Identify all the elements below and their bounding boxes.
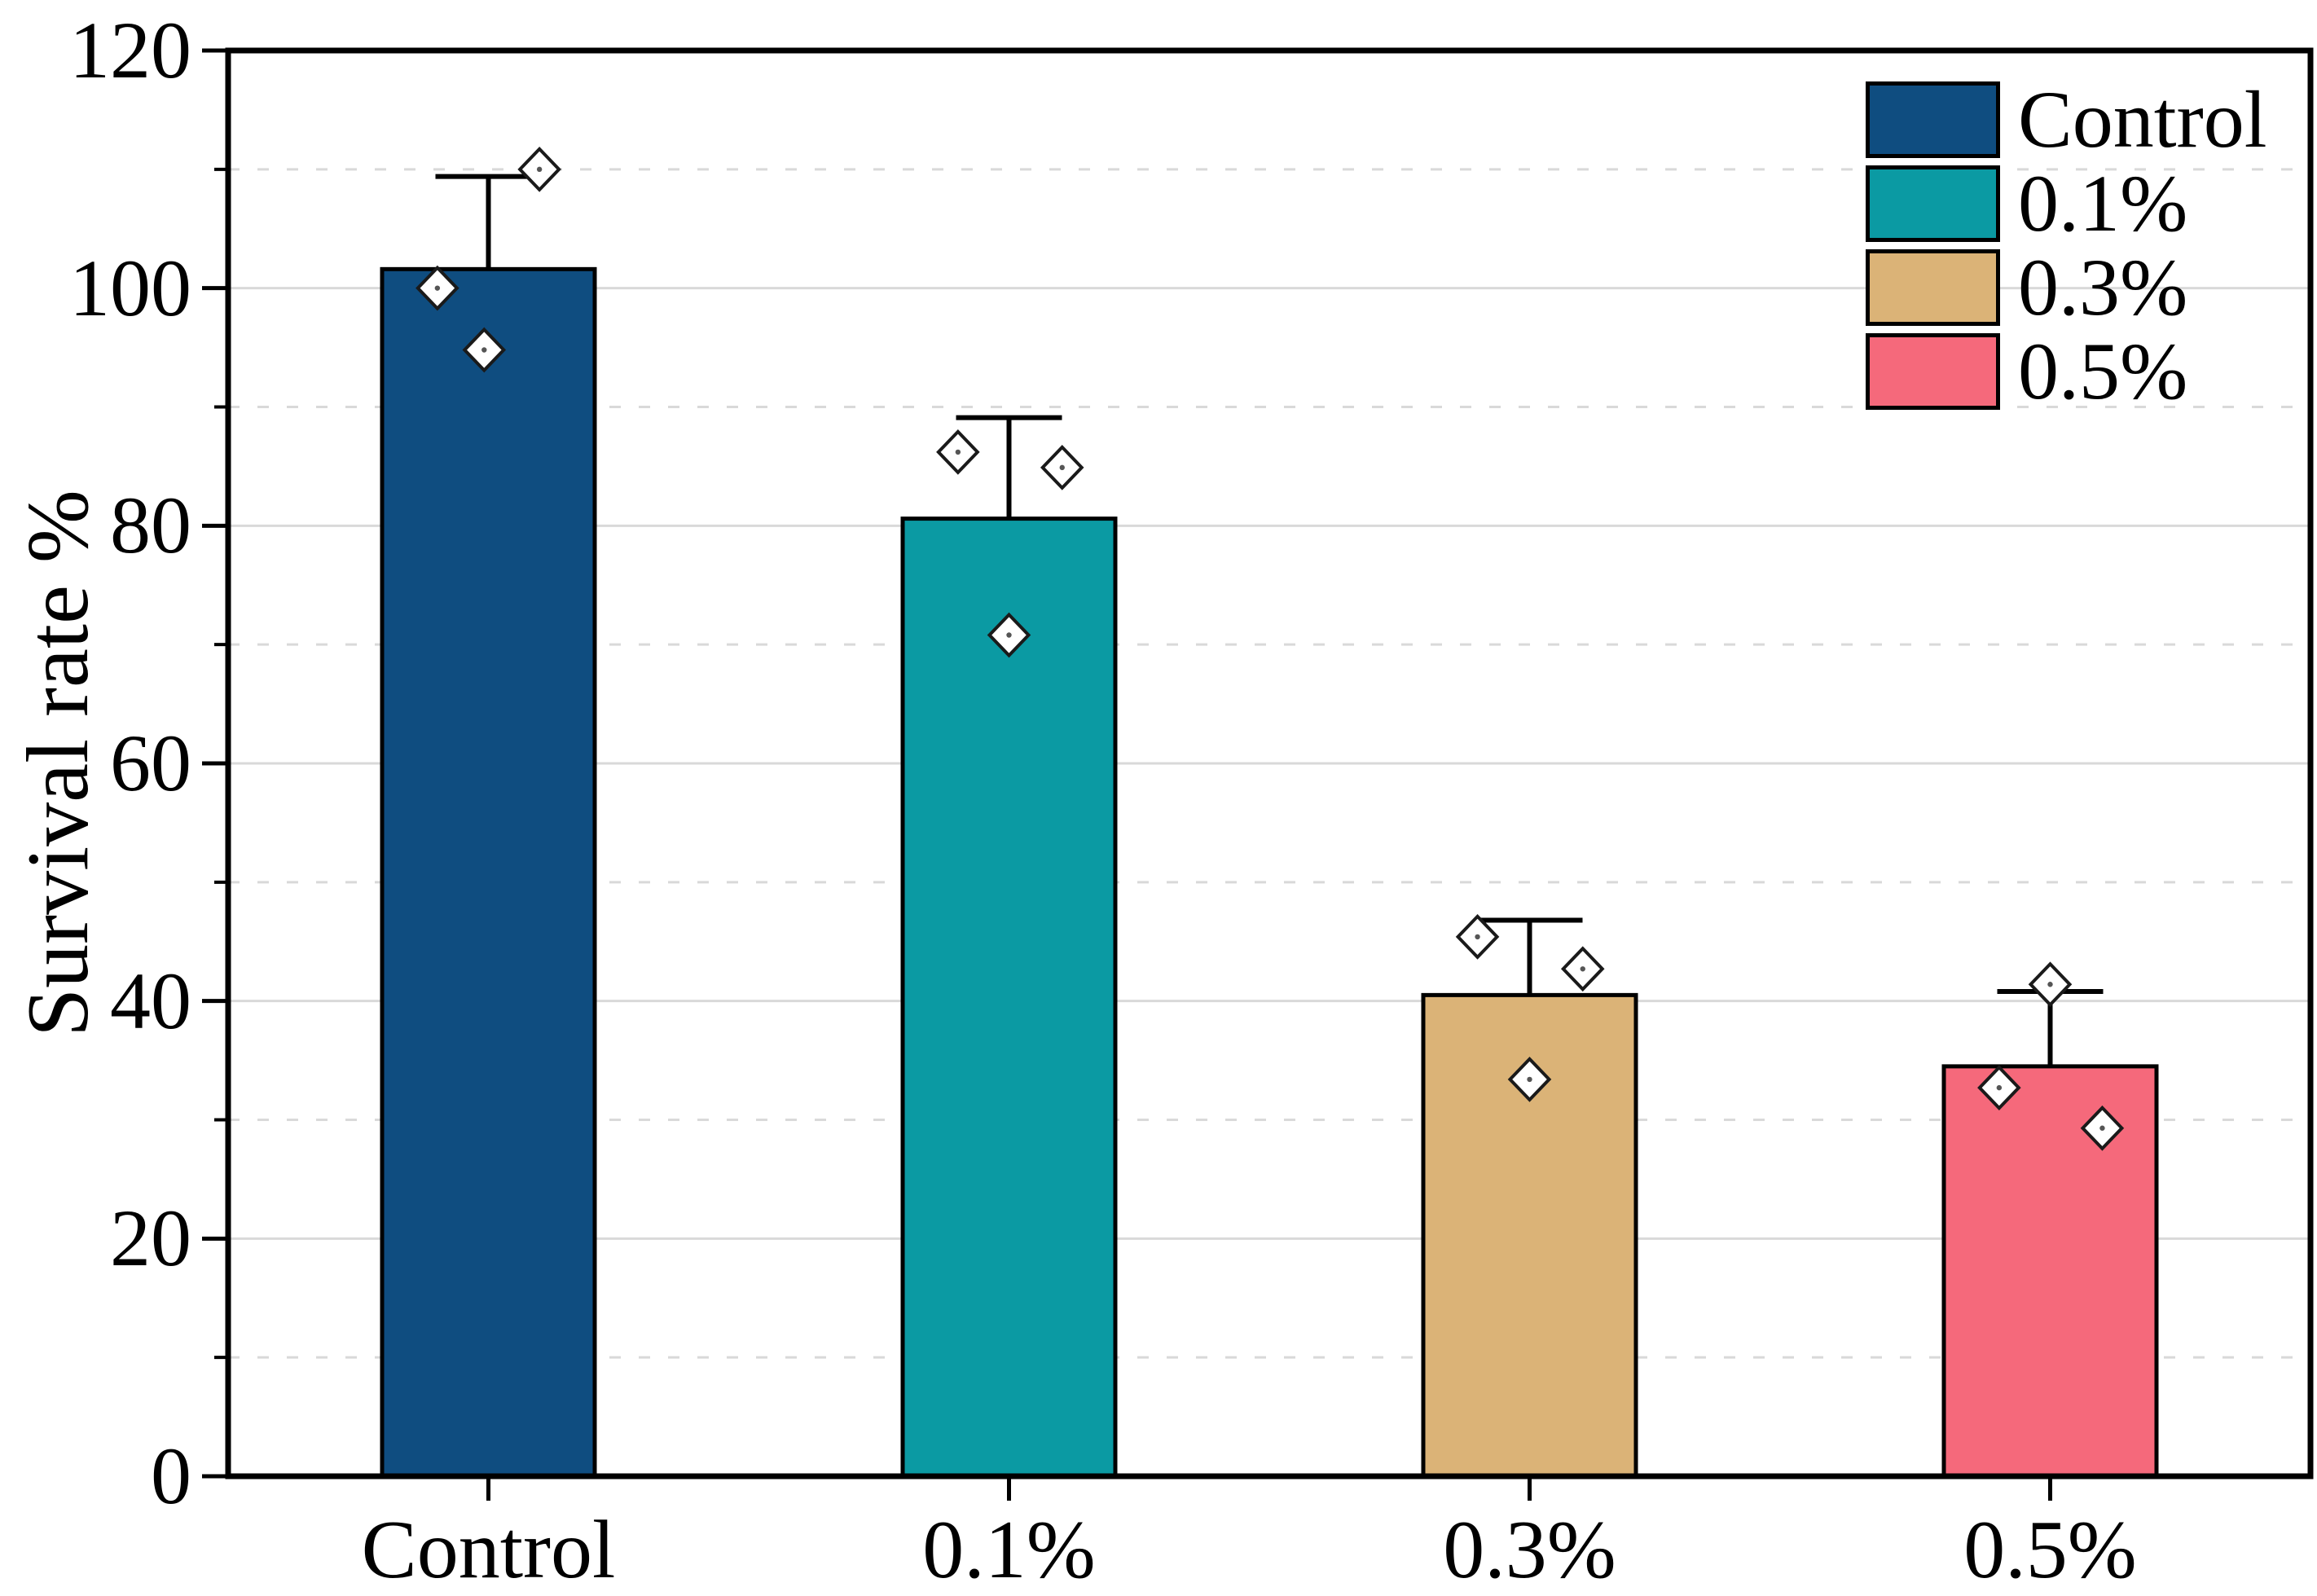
legend-row: 0.3% bbox=[1866, 242, 2267, 332]
y-tick-label: 120 bbox=[69, 5, 191, 95]
x-tick-label: 0.1% bbox=[922, 1504, 1096, 1596]
legend-label: 0.5% bbox=[2018, 326, 2188, 416]
data-point-center-dot bbox=[1580, 966, 1585, 972]
data-point-center-dot bbox=[1006, 632, 1012, 638]
data-point-center-dot bbox=[481, 347, 487, 353]
legend-row: Control bbox=[1866, 74, 2267, 165]
legend-swatch bbox=[1866, 333, 2000, 410]
x-tick-label: Control bbox=[361, 1504, 616, 1596]
x-tick-label: 0.5% bbox=[1963, 1504, 2137, 1596]
bar-0.1% bbox=[900, 517, 1118, 1479]
legend: Control 0.1% 0.3% 0.5% bbox=[1866, 74, 2267, 417]
x-tick-label: 0.3% bbox=[1443, 1504, 1616, 1596]
data-point-center-dot bbox=[434, 285, 441, 291]
bar-0.5% bbox=[1941, 1064, 2159, 1479]
legend-swatch bbox=[1866, 249, 2000, 326]
legend-swatch bbox=[1866, 165, 2000, 242]
legend-label: 0.1% bbox=[2018, 158, 2188, 248]
y-tick-label: 40 bbox=[110, 955, 191, 1046]
data-point-center-dot bbox=[2099, 1125, 2105, 1131]
data-point-center-dot bbox=[1996, 1084, 2003, 1091]
data-point-center-dot bbox=[536, 166, 543, 173]
data-point-center-dot bbox=[1475, 934, 1480, 940]
y-tick-label: 80 bbox=[110, 480, 191, 571]
legend-label: Control bbox=[2018, 74, 2267, 165]
data-point-center-dot bbox=[2047, 982, 2053, 987]
y-tick-label: 20 bbox=[110, 1193, 191, 1284]
legend-swatch bbox=[1866, 81, 2000, 158]
legend-row: 0.5% bbox=[1866, 326, 2267, 416]
legend-label: 0.3% bbox=[2018, 242, 2188, 332]
bar-Control bbox=[380, 266, 597, 1479]
legend-row: 0.1% bbox=[1866, 158, 2267, 248]
y-tick-label: 0 bbox=[151, 1431, 191, 1521]
data-point-center-dot bbox=[955, 449, 961, 455]
y-tick-label: 100 bbox=[69, 242, 191, 333]
data-point-center-dot bbox=[1527, 1076, 1532, 1083]
data-point-center-dot bbox=[1059, 464, 1065, 471]
y-tick-label: 60 bbox=[110, 718, 191, 808]
